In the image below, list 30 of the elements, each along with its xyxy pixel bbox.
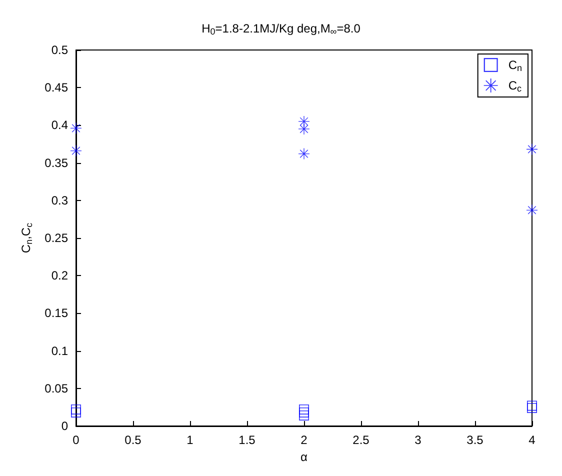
y-tick-label: 0.1 [51,344,68,358]
y-axis-title: Cn,Cc [19,222,34,254]
x-tick-label: 3 [414,433,422,447]
x-axis-title: α [300,450,308,464]
x-tick-label: 2 [300,433,308,447]
point [70,122,82,134]
y-tick-label: 0.2 [51,268,68,283]
point [70,145,82,156]
x-tick-label: 1.5 [238,433,256,447]
x-tick-label: 3.5 [466,433,484,447]
x-tick-label: 2.5 [352,433,370,447]
y-tick-label: 0.35 [44,156,68,170]
x-tick-label: 1 [186,433,194,447]
y-tick-label: 0.05 [44,381,68,396]
point [299,404,309,414]
y-tick-label: 0.5 [51,43,68,57]
y-tick-label: 0.45 [44,80,68,95]
y-tick-label: 0.3 [51,193,68,208]
x-tick-label: 4 [528,433,536,447]
point [526,204,538,216]
point [71,404,81,414]
x-tick-label: 0.5 [124,433,142,447]
y-tick-label: 0 [61,419,68,433]
y-tick-label: 0.25 [44,231,68,245]
point [526,144,538,155]
x-tick-label: 0 [72,433,80,447]
point [298,148,310,160]
y-tick-label: 0.4 [51,118,68,132]
y-tick-label: 0.15 [44,306,68,320]
point [298,123,310,134]
